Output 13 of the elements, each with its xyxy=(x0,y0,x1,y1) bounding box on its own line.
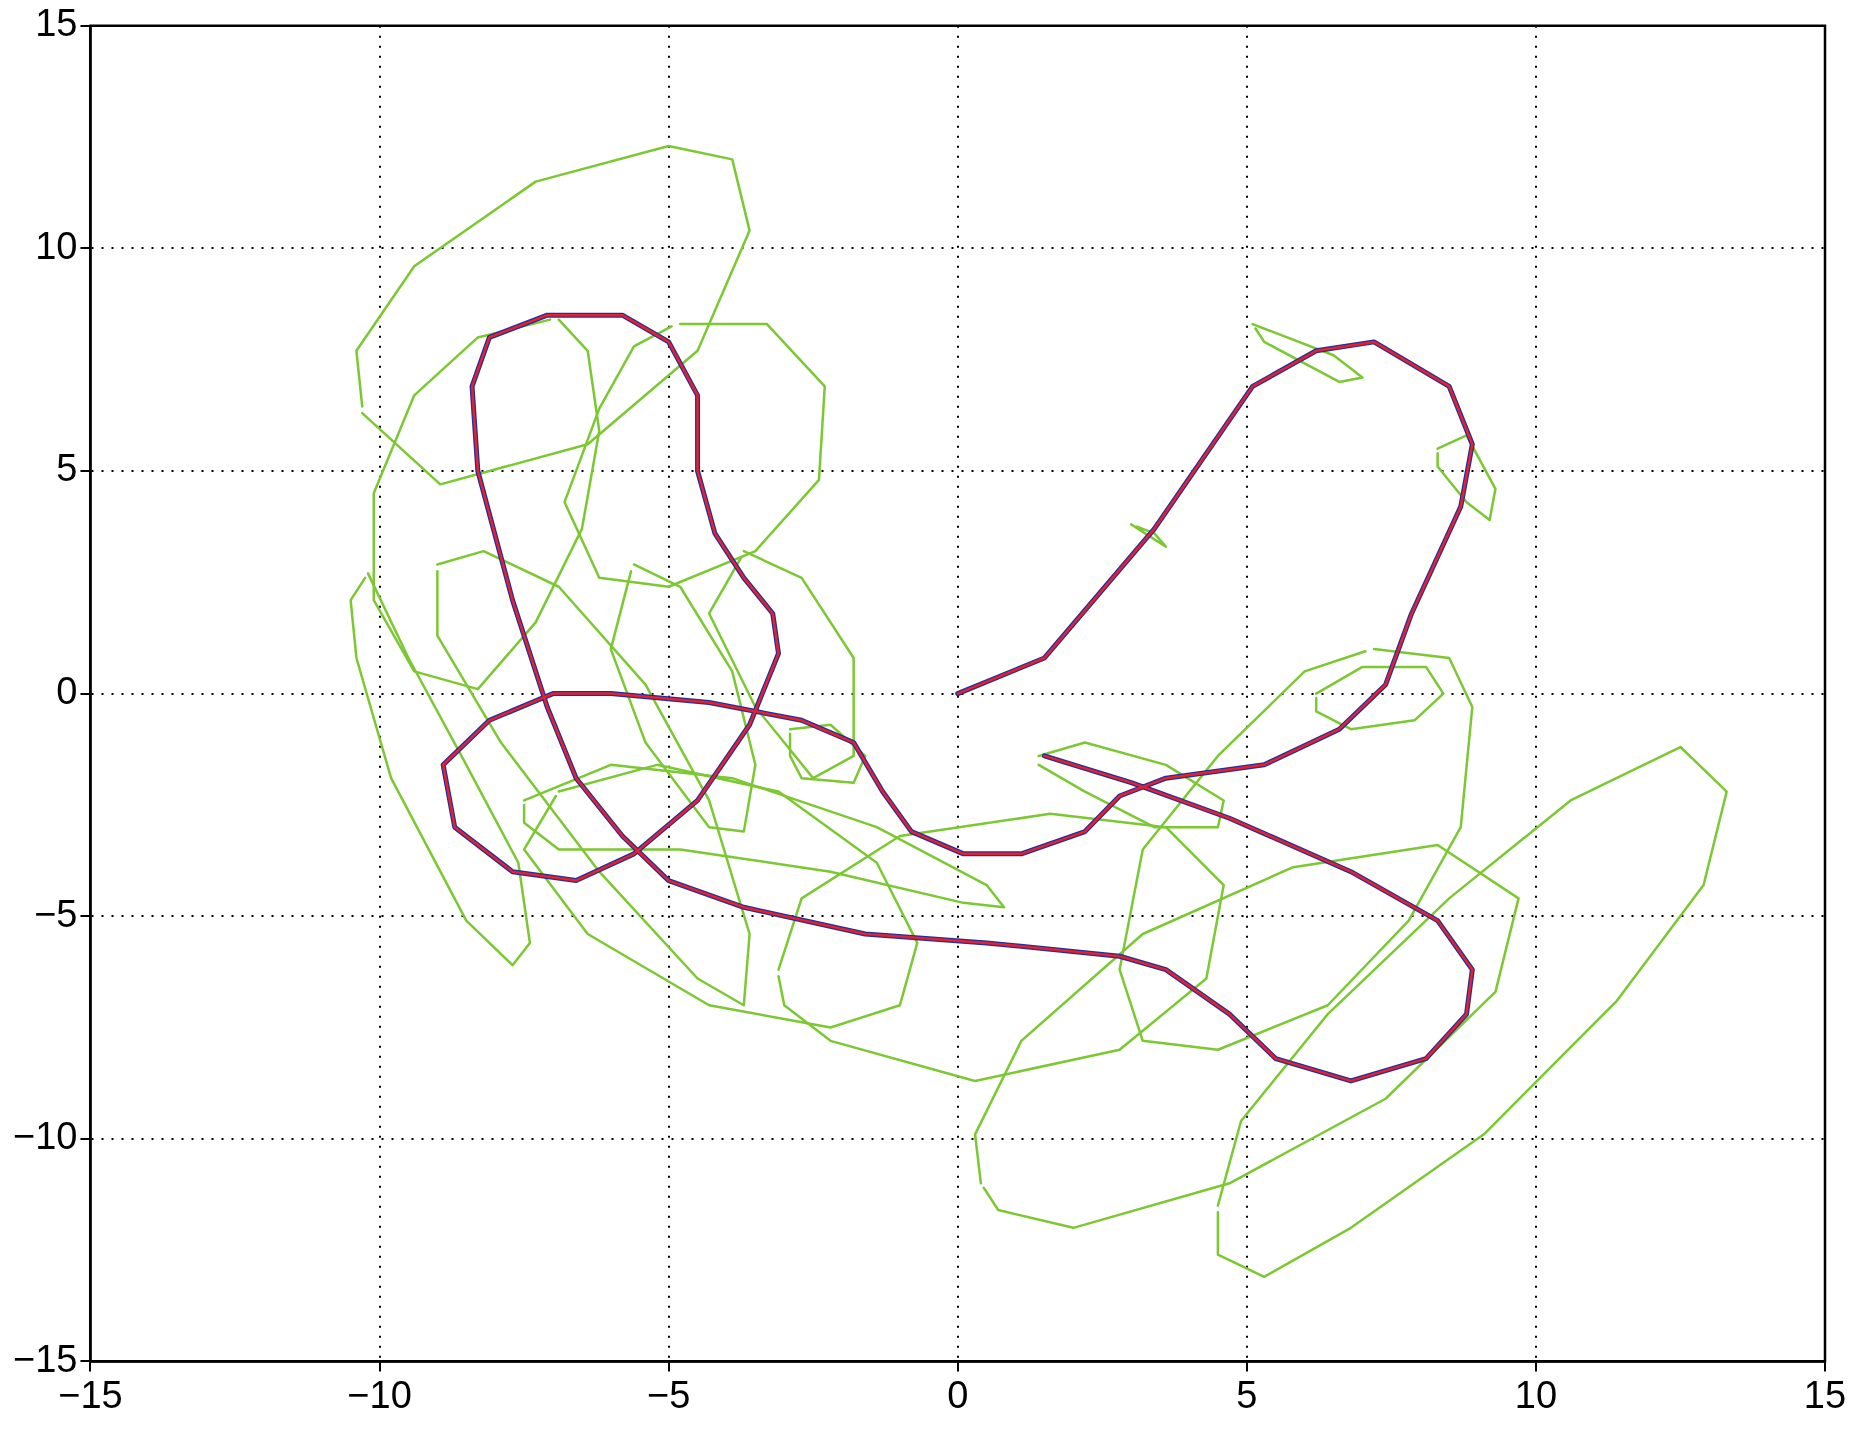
x-tick-label: 15 xyxy=(1803,1373,1847,1416)
y-tick-label: −10 xyxy=(12,1115,78,1158)
x-tick-label: 5 xyxy=(1236,1373,1258,1416)
x-tick-label: −5 xyxy=(646,1373,691,1416)
y-tick-label: −15 xyxy=(12,1337,78,1380)
y-tick-label: 10 xyxy=(35,224,78,267)
y-tick-label: 0 xyxy=(56,670,78,713)
x-tick-label: 0 xyxy=(947,1373,969,1416)
x-tick-label: 10 xyxy=(1514,1373,1558,1416)
y-tick-label: 5 xyxy=(56,447,78,490)
y-tick-label: −5 xyxy=(34,892,78,935)
y-tick-label: 15 xyxy=(35,2,78,45)
x-tick-label: −10 xyxy=(347,1373,412,1416)
